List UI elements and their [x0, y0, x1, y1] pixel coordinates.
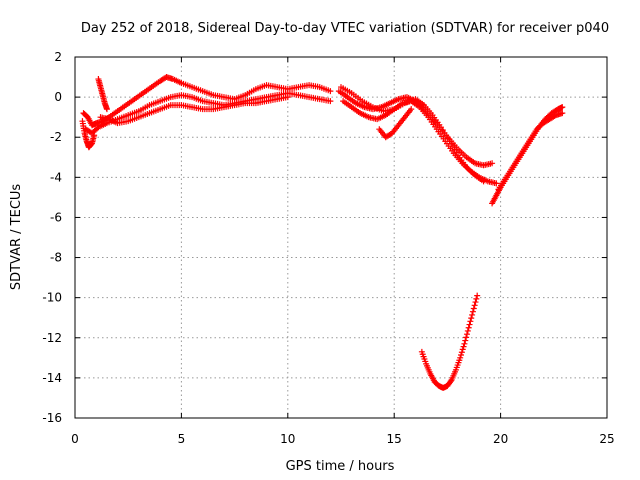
y-tick-label: 2 — [54, 50, 62, 64]
y-axis-label: SDTVAR / TECUs — [9, 184, 24, 291]
series-track-l — [418, 292, 481, 391]
series-track-i — [376, 106, 415, 141]
data-point — [480, 178, 487, 185]
series-track-d — [79, 118, 98, 151]
data-point — [459, 346, 466, 353]
x-tick-label: 0 — [71, 432, 79, 446]
data-marks — [79, 74, 566, 391]
data-point — [464, 327, 471, 334]
y-tick-label: -4 — [50, 170, 62, 184]
data-point — [103, 106, 110, 113]
x-tick-label: 10 — [280, 432, 295, 446]
data-point — [91, 132, 98, 139]
series-track-c — [97, 94, 291, 127]
data-point — [469, 311, 476, 318]
y-tick-label: -8 — [50, 251, 62, 265]
x-tick-label: 20 — [493, 432, 508, 446]
y-tick-label: -16 — [42, 411, 62, 425]
data-point — [467, 318, 474, 325]
y-tick-label: -12 — [42, 331, 62, 345]
data-point — [327, 98, 334, 105]
data-point — [463, 334, 470, 341]
data-point — [559, 110, 566, 117]
y-tick-label: -14 — [42, 371, 62, 385]
data-point — [466, 321, 473, 328]
data-point — [493, 180, 500, 187]
data-point — [468, 315, 475, 322]
data-point — [471, 302, 478, 309]
data-point — [474, 292, 481, 299]
data-point — [462, 337, 469, 344]
data-point — [408, 106, 415, 113]
y-tick-label: -2 — [50, 130, 62, 144]
axis-ticks: 0 5 10 15 20 25 -16 -14 -12 -10 -8 -6 -4 -2 0 2 — [42, 50, 614, 446]
data-point — [457, 354, 464, 361]
series-track-k — [495, 110, 566, 193]
chart-title: Day 252 of 2018, Sidereal Day-to-day VTE… — [81, 21, 609, 36]
data-point — [458, 349, 465, 356]
series-track-e — [95, 76, 110, 113]
plot-frame — [74, 56, 608, 419]
data-point — [465, 324, 472, 331]
data-point — [458, 352, 465, 359]
x-tick-label: 15 — [387, 432, 402, 446]
data-point — [463, 331, 470, 338]
x-axis-label: GPS time / hours — [286, 459, 395, 474]
data-point — [473, 295, 480, 302]
data-point — [327, 88, 334, 95]
data-point — [559, 104, 566, 111]
data-point — [447, 378, 454, 385]
data-point — [460, 343, 467, 350]
data-point — [461, 340, 468, 347]
y-tick-label: -10 — [42, 291, 62, 305]
series-track-h — [338, 84, 487, 185]
x-tick-label: 25 — [599, 432, 614, 446]
y-tick-label: -6 — [50, 210, 62, 224]
x-tick-label: 5 — [178, 432, 186, 446]
grid-lines — [75, 57, 607, 418]
y-tick-label: 0 — [54, 90, 62, 104]
data-point — [469, 308, 476, 315]
data-point — [470, 305, 477, 312]
data-point — [489, 160, 496, 167]
data-point — [284, 94, 291, 101]
data-point — [472, 299, 479, 306]
